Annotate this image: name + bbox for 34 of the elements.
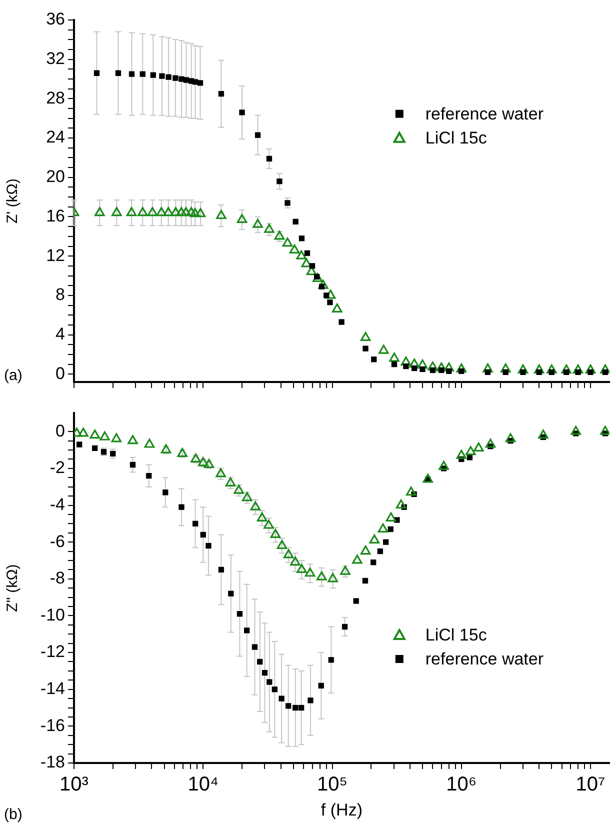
y-tick-label: -14 (40, 679, 65, 698)
legend-label: LiCl 15c (425, 626, 488, 645)
y-tick-label: 20 (46, 167, 65, 186)
x-tick-label: 10⁶ (446, 774, 477, 796)
y-tick-label: 16 (46, 206, 65, 226)
text: (a) (4, 367, 22, 384)
y-tick-label: -16 (40, 716, 65, 735)
y-tick-label: 8 (56, 285, 65, 304)
y-axis-title: Z' (kΩ) (4, 178, 22, 224)
x-tick-label: 10³ (60, 774, 89, 796)
y-axis-title: Z'' (kΩ) (4, 564, 22, 612)
y-tick-label: -8 (50, 568, 65, 588)
y-tick-label: -2 (50, 458, 65, 478)
legend-label: reference water (425, 104, 544, 124)
text: (b) (4, 806, 22, 823)
y-tick-label: -10 (40, 605, 65, 624)
y-tick-label: 32 (46, 49, 65, 68)
y-tick-label: -12 (40, 642, 65, 662)
y-tick-label: 4 (56, 324, 65, 344)
y-tick-label: -6 (50, 532, 65, 551)
y-tick-label: 28 (46, 88, 65, 108)
legend-label: reference water (425, 650, 544, 669)
y-tick-label: 24 (46, 128, 65, 147)
y-tick-label: 0 (56, 364, 65, 383)
y-tick-label: -4 (50, 494, 65, 514)
x-tick-label: 10⁵ (316, 774, 348, 796)
y-tick-label: 12 (46, 246, 65, 265)
x-tick-label: 10⁷ (576, 774, 606, 796)
legend-label: LiCl 15c (425, 128, 488, 148)
y-tick-label: -18 (40, 752, 65, 772)
x-tick-label: 10⁴ (188, 774, 219, 796)
y-tick-label: 36 (46, 10, 65, 29)
x-axis-title: f (Hz) (320, 800, 362, 820)
y-tick-label: 0 (56, 421, 65, 440)
